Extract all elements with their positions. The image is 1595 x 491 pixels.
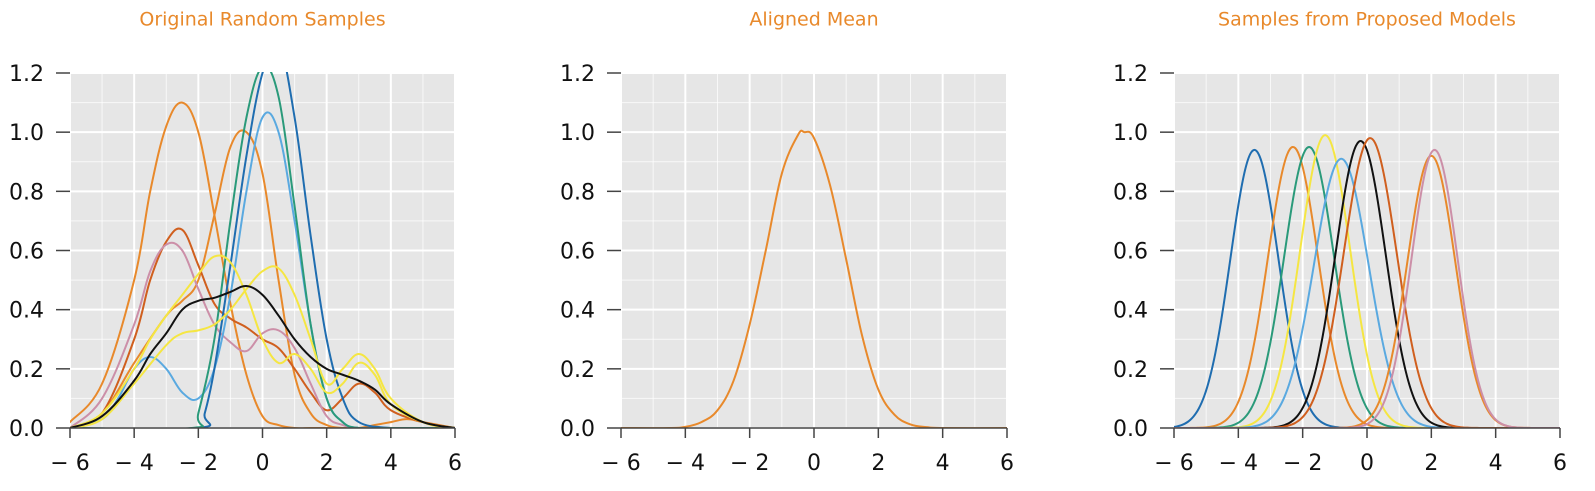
x-tick-label: 0 bbox=[807, 451, 821, 476]
series-line-7 bbox=[1174, 137, 1560, 428]
y-tick-label: 1.2 bbox=[9, 62, 44, 87]
x-tick-label: 4 bbox=[384, 451, 398, 476]
panel-title: Original Random Samples bbox=[139, 9, 385, 31]
x-tick-label: 0 bbox=[256, 451, 270, 476]
series-line-2 bbox=[70, 129, 455, 428]
x-tick-label: 2 bbox=[320, 451, 334, 476]
x-tick-label: 6 bbox=[448, 451, 462, 476]
y-tick-label: 1.0 bbox=[1113, 121, 1148, 146]
panel-1: Original Random Samples − 6 − 4 − 2 0 2 4 6 0.0 0… bbox=[9, 9, 462, 477]
x-tick-label: 4 bbox=[1489, 451, 1503, 476]
panel-3: Samples from Proposed Models − 6 − 4 − 2 0 2 4… bbox=[1113, 9, 1567, 477]
y-tick-label: 0.2 bbox=[1113, 358, 1148, 383]
series-line-3 bbox=[1174, 145, 1560, 428]
series-line-1 bbox=[621, 129, 1007, 428]
curves bbox=[621, 129, 1007, 428]
y-tick-label: 0.8 bbox=[1113, 180, 1148, 205]
x-tick-label: − 4 bbox=[114, 451, 153, 476]
grid bbox=[69, 72, 456, 429]
series-line-9 bbox=[1174, 148, 1560, 428]
panel-title: Samples from Proposed Models bbox=[1218, 9, 1516, 31]
series-line-6 bbox=[70, 72, 455, 428]
x-tick-label: 2 bbox=[1424, 451, 1438, 476]
series-line-1 bbox=[70, 101, 455, 428]
panel-2: Aligned Mean − 6 − 4 − 2 0 2 4 6 0.0 0.2 0.4 0.6 0.8… bbox=[560, 9, 1014, 477]
y-tick-label: 0.2 bbox=[9, 358, 44, 383]
panel-title: Aligned Mean bbox=[749, 9, 878, 31]
y-tick-label: 0.2 bbox=[560, 358, 595, 383]
x-tick-label: − 2 bbox=[179, 451, 218, 476]
y-tick-label: 0.4 bbox=[9, 299, 44, 324]
x-tick-label: 0 bbox=[1360, 451, 1374, 476]
y-tick-label: 0.6 bbox=[560, 240, 595, 265]
series-line-8 bbox=[70, 254, 455, 428]
y-tick-label: 1.2 bbox=[1113, 62, 1148, 87]
grid bbox=[1173, 72, 1561, 429]
x-tick-label: − 2 bbox=[730, 451, 769, 476]
y-tick-label: 0.4 bbox=[560, 299, 595, 324]
y-tick-label: 0.8 bbox=[560, 180, 595, 205]
y-tick-label: 0.0 bbox=[560, 417, 595, 442]
x-tick-label: 6 bbox=[1553, 451, 1567, 476]
x-tick-label: − 4 bbox=[666, 451, 705, 476]
series-line-10 bbox=[70, 284, 455, 428]
series-line-6 bbox=[1174, 140, 1560, 428]
y-tick-label: 0.8 bbox=[9, 180, 44, 205]
x-tick-label: 6 bbox=[1000, 451, 1014, 476]
y-tick-label: 0.6 bbox=[1113, 240, 1148, 265]
series-line-7 bbox=[70, 72, 455, 428]
y-tick-label: 1.0 bbox=[9, 121, 44, 146]
y-tick-label: 1.0 bbox=[560, 121, 595, 146]
x-tick-label: − 2 bbox=[1283, 451, 1322, 476]
y-tick-label: 0.4 bbox=[1113, 299, 1148, 324]
x-tick-label: − 4 bbox=[1219, 451, 1258, 476]
series-line-9 bbox=[70, 265, 455, 428]
x-tick-label: − 6 bbox=[50, 451, 89, 476]
x-tick-label: − 6 bbox=[1154, 451, 1193, 476]
x-tick-label: 4 bbox=[936, 451, 950, 476]
y-tick-label: 0.0 bbox=[9, 417, 44, 442]
y-tick-label: 0.6 bbox=[9, 240, 44, 265]
x-tick-label: − 6 bbox=[601, 451, 640, 476]
y-tick-label: 1.2 bbox=[560, 62, 595, 87]
y-tick-label: 0.0 bbox=[1113, 417, 1148, 442]
x-tick-label: 2 bbox=[871, 451, 885, 476]
